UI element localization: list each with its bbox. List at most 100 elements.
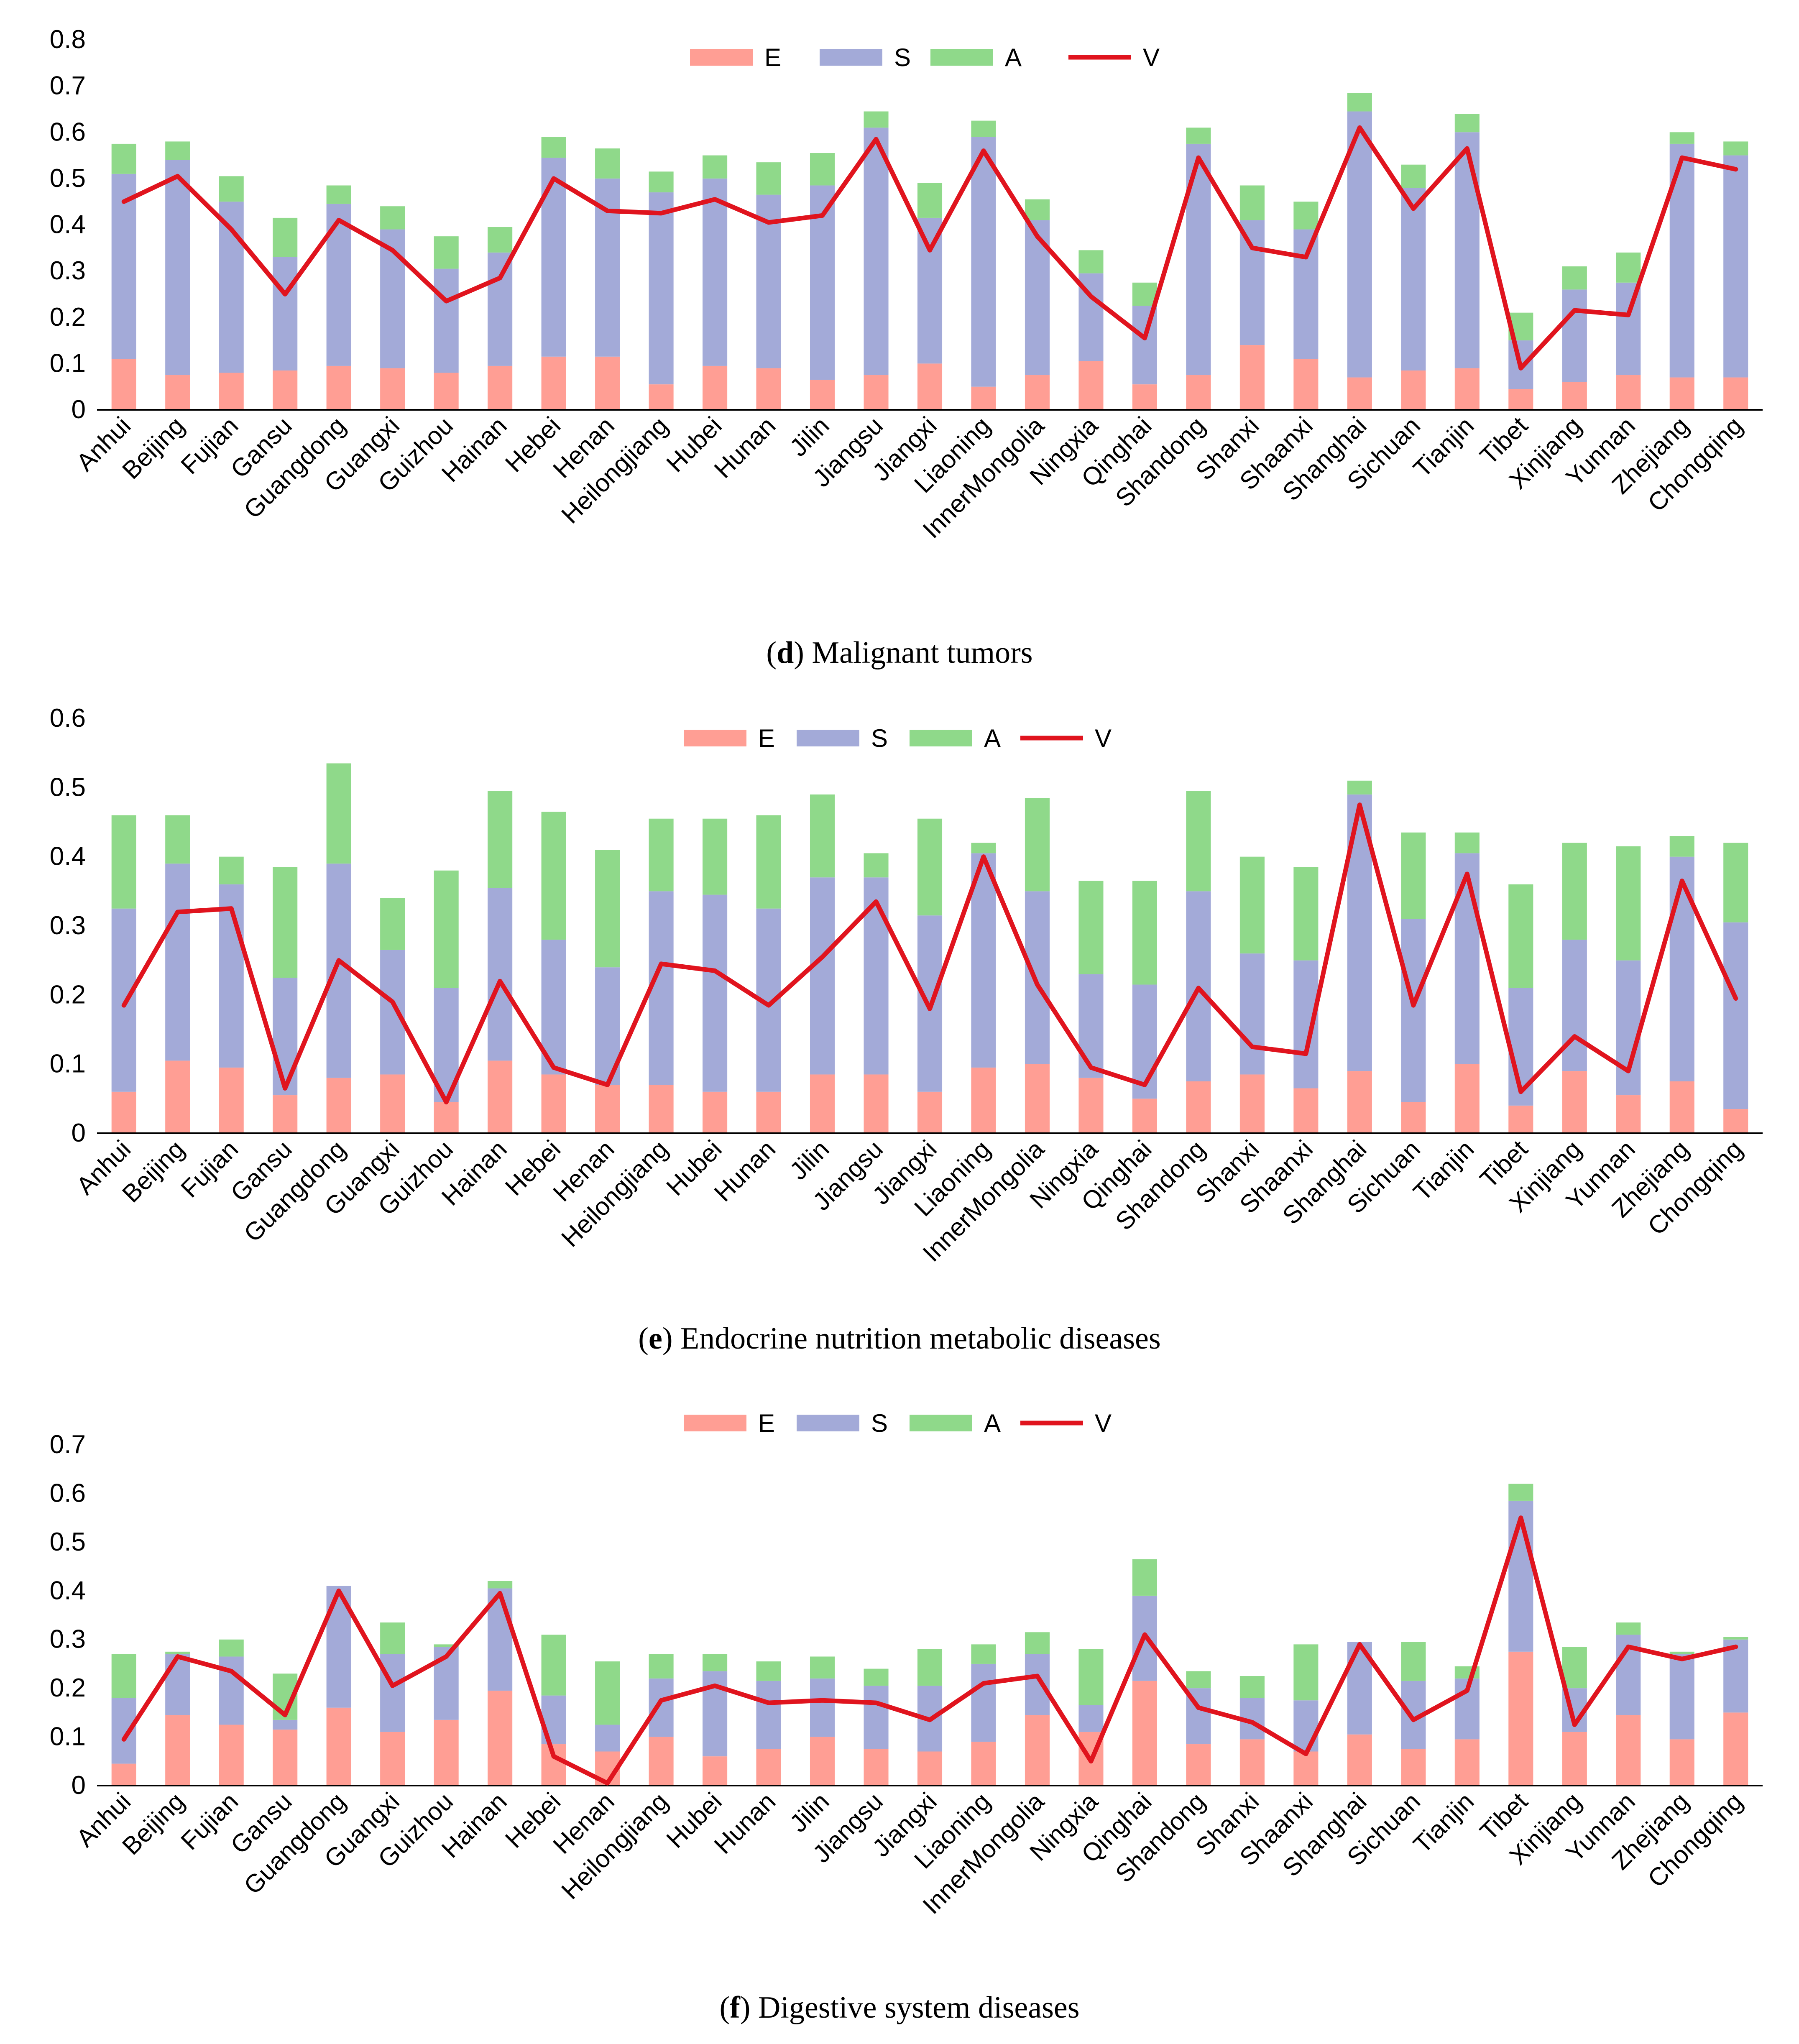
bar-A-Hunan <box>756 1661 781 1681</box>
bar-A-Sichuan <box>1401 164 1426 188</box>
bar-E-Hubei <box>703 365 728 410</box>
legend-label-V: V <box>1143 43 1160 72</box>
bar-A-Henan <box>595 1661 620 1725</box>
bar-S-Shanghai <box>1347 111 1372 378</box>
bar-S-Jiangsu <box>864 1686 889 1749</box>
y-tick-label: 0.5 <box>50 773 86 802</box>
bar-A-Gansu <box>273 867 298 978</box>
legend-swatch-S <box>820 49 882 66</box>
bar-A-Fujian <box>219 1639 244 1657</box>
legend-label-E: E <box>764 43 781 72</box>
bar-E-Zhejiang <box>1669 1081 1694 1133</box>
y-tick-label: 0.6 <box>50 704 86 733</box>
bar-S-Hainan <box>488 252 513 366</box>
bar-A-Fujian <box>219 176 244 202</box>
bar-S-Ningxia <box>1078 974 1104 1078</box>
bar-E-Jilin <box>810 1737 835 1786</box>
bar-A-Hainan <box>488 791 513 888</box>
bar-S-Gansu <box>273 978 298 1096</box>
bar-A-Tibet <box>1508 884 1533 988</box>
bar-E-Yunnan <box>1616 1715 1641 1786</box>
bar-A-Liaoning <box>971 843 996 853</box>
y-tick-label: 0.5 <box>50 1528 86 1556</box>
bar-E-Liaoning <box>971 1742 996 1786</box>
chart-panel-f: 00.10.20.30.40.50.60.7AnhuiBeijingFujian… <box>50 1409 1763 2025</box>
bar-S-Liaoning <box>971 137 996 387</box>
bar-A-Anhui <box>111 1654 136 1698</box>
bar-A-Shanxi <box>1239 185 1265 220</box>
bar-A-Beijing <box>165 141 190 160</box>
bar-A-Guizhou <box>434 236 459 269</box>
y-tick-label: 0.7 <box>50 1430 86 1459</box>
bar-A-Tianjin <box>1454 114 1480 133</box>
y-tick-label: 0.4 <box>50 210 86 239</box>
bar-A-InnerMongolia <box>1025 1632 1050 1654</box>
bar-A-Hunan <box>756 162 781 195</box>
bar-E-Tianjin <box>1454 368 1480 410</box>
bar-S-Xinjiang <box>1562 940 1587 1071</box>
bar-A-Qinghai <box>1132 881 1157 985</box>
bar-E-Shaanxi <box>1293 359 1319 410</box>
bar-E-Tianjin <box>1454 1739 1480 1786</box>
bar-A-Shanghai <box>1347 780 1372 795</box>
bar-E-Hainan <box>488 1060 513 1133</box>
bar-E-Shanxi <box>1239 1074 1265 1133</box>
bar-A-Zhejiang <box>1669 1651 1694 1654</box>
bar-E-Fujian <box>219 1067 244 1133</box>
y-tick-label: 0 <box>72 1119 86 1147</box>
bar-A-Guangdong <box>326 763 351 864</box>
x-tick-label: Tianjin <box>1408 1135 1480 1206</box>
bar-A-Tianjin <box>1454 832 1480 853</box>
bar-E-Qinghai <box>1132 1099 1157 1133</box>
bar-A-Liaoning <box>971 120 996 137</box>
bar-S-Liaoning <box>971 1663 996 1742</box>
legend-swatch-A <box>930 49 993 66</box>
bar-E-Hainan <box>488 365 513 410</box>
bar-S-Qinghai <box>1132 984 1157 1099</box>
legend-label-V: V <box>1095 724 1112 752</box>
y-tick-label: 0.6 <box>50 118 86 146</box>
bar-S-InnerMongolia <box>1025 891 1050 1064</box>
bar-S-Qinghai <box>1132 306 1157 385</box>
y-tick-label: 0.3 <box>50 256 86 285</box>
legend-label-S: S <box>871 724 888 752</box>
y-tick-label: 0.2 <box>50 1674 86 1702</box>
x-tick-label: Beijing <box>117 411 190 485</box>
bar-S-Jiangxi <box>917 217 943 364</box>
bar-A-Yunnan <box>1616 1622 1641 1635</box>
bar-S-Zhejiang <box>1669 856 1694 1081</box>
bar-A-Hainan <box>488 227 513 253</box>
bar-E-Fujian <box>219 373 244 410</box>
bar-A-Shaanxi <box>1293 202 1319 230</box>
bar-E-Qinghai <box>1132 1681 1157 1786</box>
bar-E-Shandong <box>1186 1081 1211 1133</box>
bar-S-Tianjin <box>1454 853 1480 1064</box>
bar-A-Chongqing <box>1723 843 1748 922</box>
bar-S-Yunnan <box>1616 282 1641 376</box>
bar-E-Guizhou <box>434 373 459 410</box>
bar-S-Shaanxi <box>1293 1700 1319 1752</box>
bar-S-Jilin <box>810 1678 835 1737</box>
bar-A-Jilin <box>810 794 835 878</box>
bar-E-Jilin <box>810 1074 835 1133</box>
bar-A-Jiangsu <box>864 1668 889 1686</box>
legend-label-S: S <box>871 1409 888 1437</box>
bar-A-Heilongjiang <box>649 1654 674 1679</box>
bar-E-Beijing <box>165 1715 190 1786</box>
bar-E-Hunan <box>756 1749 781 1786</box>
bar-A-Shaanxi <box>1293 867 1319 961</box>
bar-A-Anhui <box>111 815 136 909</box>
y-tick-label: 0 <box>72 1771 86 1800</box>
bar-A-Beijing <box>165 1651 190 1654</box>
bar-E-Henan <box>595 1085 620 1133</box>
bar-A-Guangxi <box>380 898 405 950</box>
x-tick-label: Hunan <box>709 1787 781 1859</box>
bar-E-Ningxia <box>1078 1078 1104 1133</box>
bar-S-Heilongjiang <box>649 1678 674 1737</box>
bar-A-Henan <box>595 850 620 968</box>
bar-A-Chongqing <box>1723 141 1748 156</box>
bar-S-Shaanxi <box>1293 229 1319 359</box>
chart-panel-d: 00.10.20.30.40.50.60.70.8AnhuiBeijingFuj… <box>50 25 1763 670</box>
y-tick-label: 0.8 <box>50 25 86 54</box>
bar-E-Anhui <box>111 359 136 410</box>
